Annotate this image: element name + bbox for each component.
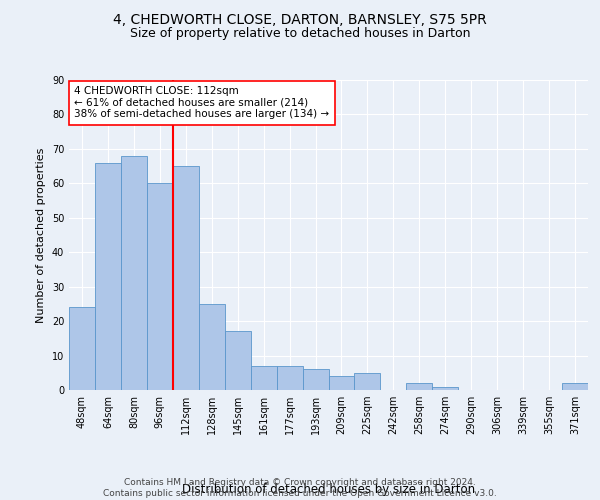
- Bar: [277, 366, 302, 390]
- Bar: [433, 386, 458, 390]
- Bar: [121, 156, 147, 390]
- X-axis label: Distribution of detached houses by size in Darton: Distribution of detached houses by size …: [182, 483, 475, 496]
- Bar: [562, 383, 588, 390]
- Bar: [173, 166, 199, 390]
- Bar: [147, 184, 173, 390]
- Text: Size of property relative to detached houses in Darton: Size of property relative to detached ho…: [130, 28, 470, 40]
- Bar: [225, 332, 251, 390]
- Bar: [302, 370, 329, 390]
- Bar: [69, 308, 95, 390]
- Text: Contains HM Land Registry data © Crown copyright and database right 2024.
Contai: Contains HM Land Registry data © Crown c…: [103, 478, 497, 498]
- Bar: [355, 373, 380, 390]
- Bar: [95, 162, 121, 390]
- Bar: [251, 366, 277, 390]
- Bar: [329, 376, 355, 390]
- Y-axis label: Number of detached properties: Number of detached properties: [36, 148, 46, 322]
- Bar: [406, 383, 432, 390]
- Text: 4 CHEDWORTH CLOSE: 112sqm
← 61% of detached houses are smaller (214)
38% of semi: 4 CHEDWORTH CLOSE: 112sqm ← 61% of detac…: [74, 86, 329, 120]
- Bar: [199, 304, 224, 390]
- Text: 4, CHEDWORTH CLOSE, DARTON, BARNSLEY, S75 5PR: 4, CHEDWORTH CLOSE, DARTON, BARNSLEY, S7…: [113, 12, 487, 26]
